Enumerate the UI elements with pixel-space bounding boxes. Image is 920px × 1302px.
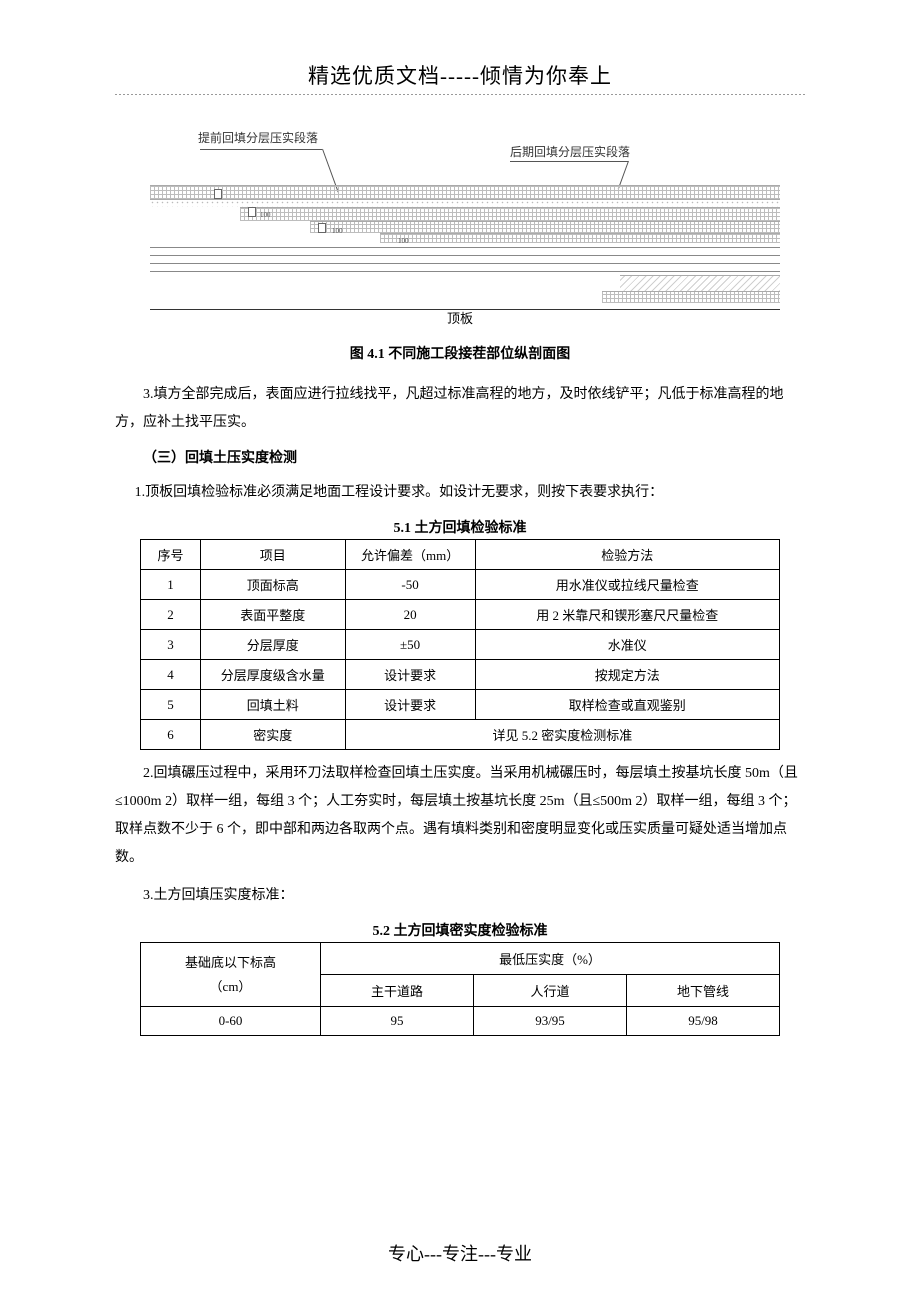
diagram-layer xyxy=(310,221,780,233)
diagram-layer xyxy=(380,233,780,243)
page-header: 精选优质文档-----倾情为你奉上 xyxy=(115,60,805,90)
table-cell: 93/95 xyxy=(474,1007,627,1036)
paragraph: 3.土方回填压实度标准： xyxy=(115,882,805,910)
diagram-left-label: 提前回填分层压实段落 xyxy=(198,129,318,146)
table-cell: ±50 xyxy=(345,630,475,660)
table-row: 6 密实度 详见 5.2 密实度检测标准 xyxy=(141,720,780,750)
diagram-bottom-label: 顶板 xyxy=(447,308,473,327)
table-caption: 5.1 土方回填检验标准 xyxy=(115,517,805,537)
table-cell: 按规定方法 xyxy=(475,660,779,690)
table-row: 基础底以下标高 （cm） 最低压实度（%） xyxy=(141,943,780,975)
table-header: 序号 xyxy=(141,540,201,570)
table-5-1: 序号 项目 允许偏差（mm） 检验方法 1 顶面标高 -50 用水准仪或拉线尺量… xyxy=(140,539,780,750)
table-cell: 顶面标高 xyxy=(200,570,345,600)
table-cell: 4 xyxy=(141,660,201,690)
table-header: 人行道 xyxy=(474,975,627,1007)
table-cell: 用水准仪或拉线尺量检查 xyxy=(475,570,779,600)
diagram-line xyxy=(150,255,780,256)
table-cell: 分层厚度 xyxy=(200,630,345,660)
diagram-line xyxy=(150,271,780,272)
diagram-layer xyxy=(240,207,780,221)
paragraph: 1.顶板回填检验标准必须满足地面工程设计要求。如设计无要求，则按下表要求执行： xyxy=(115,479,805,507)
figure-caption: 图 4.1 不同施工段接茬部位纵剖面图 xyxy=(115,343,805,363)
table-cell: 取样检查或直观鉴别 xyxy=(475,690,779,720)
page-footer: 专心---专注---专业 xyxy=(0,1240,920,1266)
table-header: 基础底以下标高 （cm） xyxy=(141,943,321,1007)
diagram-layer xyxy=(602,291,780,303)
diagram-marker xyxy=(214,189,222,199)
table-row: 2 表面平整度 20 用 2 米靠尺和锲形塞尺尺量检查 xyxy=(141,600,780,630)
diagram-layer xyxy=(620,275,780,291)
paragraph: 2.回填碾压过程中，采用环刀法取样检查回填土压实度。当采用机械碾压时，每层填土按… xyxy=(115,760,805,872)
table-header: 主干道路 xyxy=(321,975,474,1007)
table-cell: 用 2 米靠尺和锲形塞尺尺量检查 xyxy=(475,600,779,630)
table-cell: 回填土料 xyxy=(200,690,345,720)
paragraph: 3.填方全部完成后，表面应进行拉线找平，凡超过标准高程的地方，及时依线铲平；凡低… xyxy=(115,381,805,437)
table-cell: 分层厚度级含水量 xyxy=(200,660,345,690)
table-header-line: 基础底以下标高 xyxy=(185,955,276,970)
table-row: 4 分层厚度级含水量 设计要求 按规定方法 xyxy=(141,660,780,690)
header-divider xyxy=(115,94,805,95)
table-cell: 水准仪 xyxy=(475,630,779,660)
diagram-line xyxy=(150,247,780,248)
table-cell: 详见 5.2 密实度检测标准 xyxy=(345,720,779,750)
table-cell: 3 xyxy=(141,630,201,660)
diagram-marker xyxy=(248,207,256,217)
diagram-line xyxy=(150,263,780,264)
table-cell: 6 xyxy=(141,720,201,750)
table-cell: 5 xyxy=(141,690,201,720)
table-5-2: 基础底以下标高 （cm） 最低压实度（%） 主干道路 人行道 地下管线 0-60… xyxy=(140,942,780,1036)
leader-line xyxy=(510,161,628,162)
table-header-line: （cm） xyxy=(210,979,252,994)
table-row: 1 顶面标高 -50 用水准仪或拉线尺量检查 xyxy=(141,570,780,600)
table-cell: 设计要求 xyxy=(345,660,475,690)
section-title: （三）回填土压实度检测 xyxy=(115,447,805,467)
table-header: 最低压实度（%） xyxy=(321,943,780,975)
diagram-layer xyxy=(150,185,780,199)
table-cell: 1 xyxy=(141,570,201,600)
table-row: 3 分层厚度 ±50 水准仪 xyxy=(141,630,780,660)
table-cell: 表面平整度 xyxy=(200,600,345,630)
table-cell: -50 xyxy=(345,570,475,600)
table-header: 允许偏差（mm） xyxy=(345,540,475,570)
table-header: 项目 xyxy=(200,540,345,570)
diagram-layer xyxy=(150,199,780,207)
table-cell: 20 xyxy=(345,600,475,630)
diagram-dim: 100 xyxy=(332,227,343,235)
table-cell: 0-60 xyxy=(141,1007,321,1036)
table-row: 5 回填土料 设计要求 取样检查或直观鉴别 xyxy=(141,690,780,720)
table-cell: 设计要求 xyxy=(345,690,475,720)
diagram-marker xyxy=(318,223,326,233)
table-cell: 95 xyxy=(321,1007,474,1036)
cross-section-diagram: 提前回填分层压实段落 后期回填分层压实段落 100 100 100 顶板 xyxy=(140,123,780,333)
diagram-right-label: 后期回填分层压实段落 xyxy=(510,143,630,160)
table-caption: 5.2 土方回填密实度检验标准 xyxy=(115,920,805,940)
table-header: 地下管线 xyxy=(627,975,780,1007)
table-row: 0-60 95 93/95 95/98 xyxy=(141,1007,780,1036)
table-cell: 95/98 xyxy=(627,1007,780,1036)
leader-line xyxy=(200,149,322,150)
table-header: 检验方法 xyxy=(475,540,779,570)
table-cell: 密实度 xyxy=(200,720,345,750)
table-row: 序号 项目 允许偏差（mm） 检验方法 xyxy=(141,540,780,570)
table-cell: 2 xyxy=(141,600,201,630)
diagram-dim: 100 xyxy=(260,211,271,219)
diagram-dim: 100 xyxy=(398,237,409,245)
